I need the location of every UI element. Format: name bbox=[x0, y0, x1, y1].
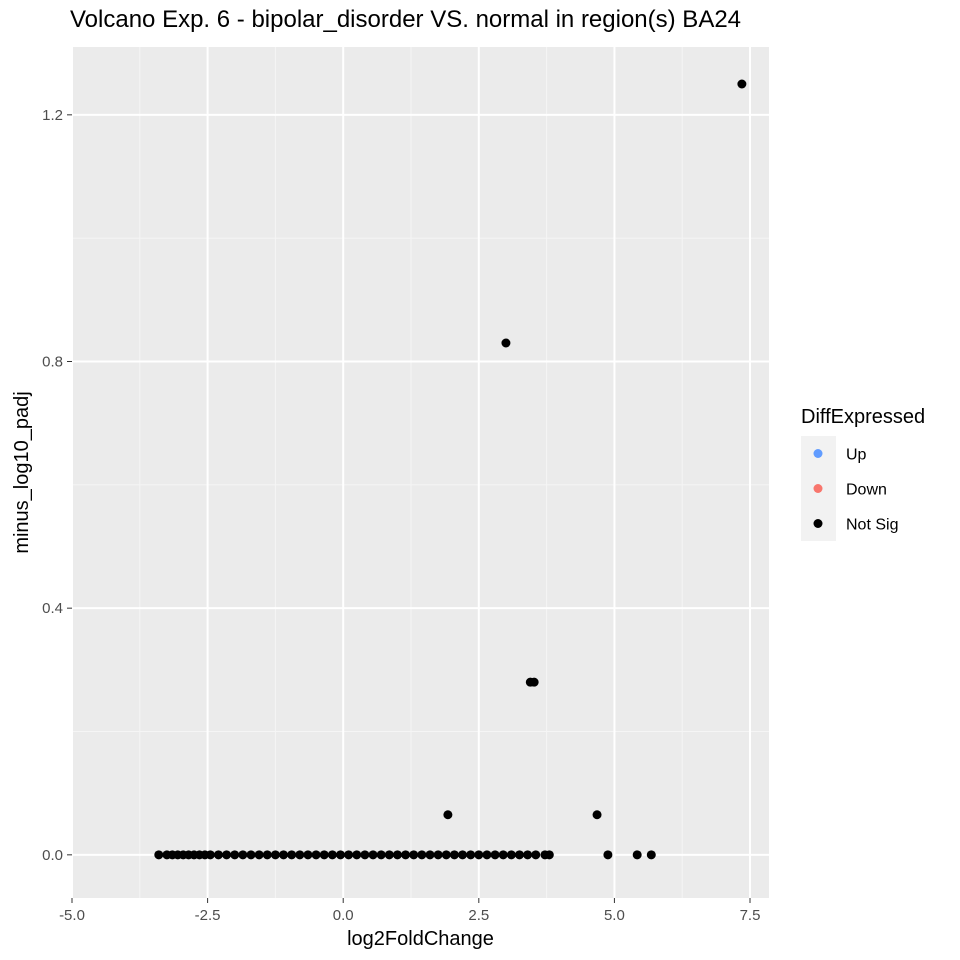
data-point bbox=[425, 850, 435, 860]
y-tick-label: 0.0 bbox=[42, 847, 63, 864]
data-point bbox=[222, 850, 232, 860]
data-point bbox=[401, 850, 411, 860]
data-point bbox=[632, 850, 642, 860]
data-point bbox=[270, 850, 280, 860]
data-point bbox=[544, 850, 554, 860]
legend-entries: Up Down Not Sig bbox=[813, 447, 898, 534]
data-point bbox=[287, 850, 297, 860]
data-point bbox=[441, 850, 451, 860]
data-point bbox=[646, 850, 656, 860]
data-point bbox=[319, 850, 329, 860]
x-axis-title: log2FoldChange bbox=[347, 928, 494, 950]
data-point bbox=[262, 850, 272, 860]
legend: DiffExpressed Up Down Not Sig bbox=[801, 406, 925, 541]
data-point bbox=[737, 79, 747, 89]
x-tick-label: -5.0 bbox=[59, 907, 85, 924]
data-point bbox=[417, 850, 427, 860]
minor-gridlines bbox=[72, 47, 769, 898]
legend-label: Not Sig bbox=[846, 517, 898, 534]
data-point bbox=[449, 850, 459, 860]
data-point bbox=[514, 850, 524, 860]
data-point bbox=[466, 850, 476, 860]
data-point bbox=[352, 850, 362, 860]
data-point bbox=[246, 850, 256, 860]
data-point bbox=[523, 850, 533, 860]
data-point bbox=[230, 850, 240, 860]
data-point bbox=[279, 850, 289, 860]
data-point bbox=[360, 850, 370, 860]
data-point bbox=[154, 850, 164, 860]
tick-labels: -5.0 -2.5 0.0 2.5 5.0 7.5 0.0 0.4 0.8 1.2 bbox=[42, 107, 760, 924]
data-point bbox=[433, 850, 443, 860]
data-point bbox=[458, 850, 468, 860]
x-tick-label: 7.5 bbox=[740, 907, 761, 924]
data-point bbox=[498, 850, 508, 860]
data-point bbox=[474, 850, 484, 860]
data-point bbox=[529, 677, 539, 687]
data-point bbox=[603, 850, 613, 860]
data-point bbox=[592, 810, 602, 820]
x-tick-label: 5.0 bbox=[604, 907, 625, 924]
data-point bbox=[327, 850, 337, 860]
legend-key bbox=[813, 449, 823, 458]
y-tick-label: 0.4 bbox=[42, 600, 63, 617]
x-tick-label: -2.5 bbox=[195, 907, 221, 924]
data-point bbox=[238, 850, 248, 860]
data-point bbox=[506, 850, 516, 860]
data-point bbox=[409, 850, 419, 860]
data-point bbox=[384, 850, 394, 860]
y-axis-title: minus_log10_padj bbox=[11, 391, 33, 553]
axis-ticks bbox=[67, 114, 751, 903]
data-point bbox=[392, 850, 402, 860]
data-point bbox=[344, 850, 354, 860]
data-point bbox=[254, 850, 264, 860]
data-point bbox=[303, 850, 313, 860]
chart-title: Volcano Exp. 6 - bipolar_disorder VS. no… bbox=[70, 6, 742, 33]
legend-label: Up bbox=[846, 447, 867, 464]
data-point bbox=[490, 850, 500, 860]
data-point bbox=[335, 850, 345, 860]
data-point bbox=[295, 850, 305, 860]
data-points bbox=[154, 79, 747, 860]
plot-panel bbox=[72, 47, 769, 898]
data-point bbox=[205, 850, 215, 860]
y-tick-label: 0.8 bbox=[42, 354, 63, 371]
data-point bbox=[376, 850, 386, 860]
data-point bbox=[213, 850, 223, 860]
y-tick-label: 1.2 bbox=[42, 107, 63, 124]
legend-label: Down bbox=[846, 482, 887, 499]
legend-title: DiffExpressed bbox=[801, 406, 925, 428]
x-tick-label: 2.5 bbox=[468, 907, 489, 924]
data-point bbox=[531, 850, 541, 860]
legend-key bbox=[813, 519, 823, 528]
data-point bbox=[482, 850, 492, 860]
x-tick-label: 0.0 bbox=[333, 907, 354, 924]
legend-key bbox=[813, 484, 823, 493]
data-point bbox=[443, 810, 453, 820]
data-point bbox=[501, 338, 511, 348]
data-point bbox=[368, 850, 378, 860]
data-point bbox=[311, 850, 321, 860]
